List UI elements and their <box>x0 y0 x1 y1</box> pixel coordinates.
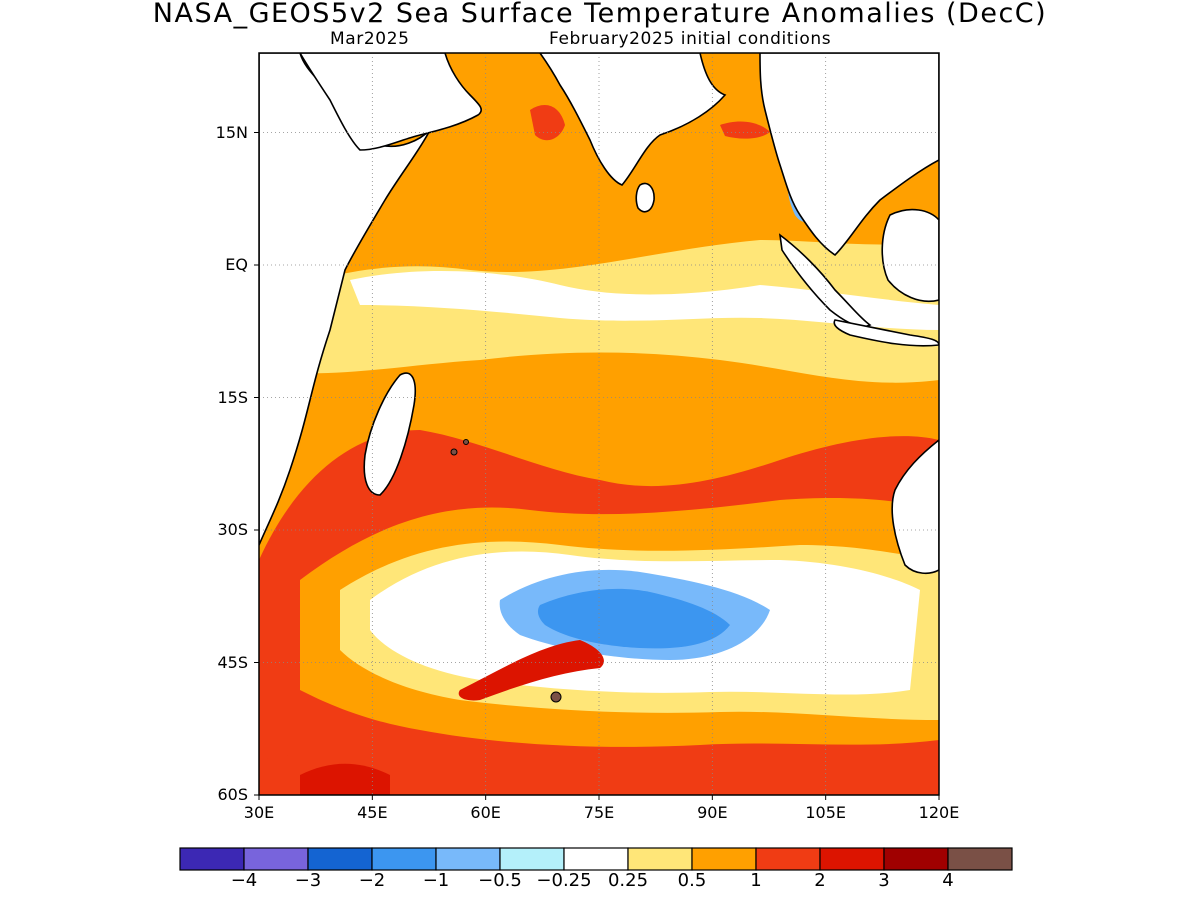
forecast-month: Mar2025 <box>330 29 410 49</box>
lat-tick-label: 15S <box>217 387 248 407</box>
landmass-sumatra <box>778 233 872 328</box>
colorbar-label: 0.25 <box>607 870 649 891</box>
lon-tick-label: 105E <box>805 803 846 822</box>
anomaly-far-south-dark <box>300 763 390 795</box>
graticule-grid <box>259 53 939 795</box>
lon-tick-label: 45E <box>357 803 388 822</box>
island-kerguelen <box>550 691 562 703</box>
colorbar-swatch <box>883 847 949 871</box>
initial-conditions-label: February2025 initial conditions <box>549 29 832 49</box>
colorbar-swatch <box>243 847 309 871</box>
colorbar <box>179 847 1013 871</box>
colorbar-swatch <box>691 847 757 871</box>
landmass-southeast-asia <box>759 53 939 257</box>
lat-tick-label: 15N <box>215 122 248 142</box>
colorbar-label: −4 <box>230 870 258 891</box>
colorbar-swatch <box>307 847 373 871</box>
lon-tick-label: 120E <box>918 803 960 822</box>
colorbar-label: −3 <box>294 870 322 891</box>
anomaly-arabian-red <box>530 105 565 141</box>
anomaly-cold-center <box>537 588 730 649</box>
colorbar-label: −2 <box>358 870 386 891</box>
lat-tick-label: 30S <box>217 520 248 539</box>
colorbar-swatch <box>947 847 1013 871</box>
lon-tick-label: 30E <box>243 803 275 822</box>
colorbar-swatch <box>819 847 885 871</box>
lat-tick-label: 60S <box>217 785 248 804</box>
lon-tick-label: 90E <box>697 803 728 822</box>
landmass-borneo <box>881 208 939 302</box>
colorbar-label: −0.5 <box>478 870 522 891</box>
anomaly-band-equatorial-white <box>350 270 939 330</box>
colorbar-label: 2 <box>814 870 826 891</box>
lon-tick-label: 75E <box>583 803 615 822</box>
colorbar-label: 1 <box>750 870 762 891</box>
island-reunion <box>463 439 469 445</box>
landmass-india <box>539 53 727 186</box>
landmass-group <box>259 53 939 575</box>
lat-tick-label: 45S <box>217 652 248 672</box>
landmass-sri-lanka <box>635 182 655 213</box>
colorbar-label: 3 <box>878 870 890 891</box>
anomaly-bay-bengal-red <box>720 121 770 139</box>
island-mauritius <box>450 448 458 456</box>
colorbar-label: 0.5 <box>677 870 707 891</box>
axis-ticks <box>254 132 940 800</box>
map-title: NASA_GEOS5v2 Sea Surface Temperature Ano… <box>152 0 1048 29</box>
colorbar-swatch <box>627 847 693 871</box>
colorbar-swatch <box>499 847 565 871</box>
landmass-madagascar <box>363 372 416 496</box>
colorbar-swatch <box>435 847 501 871</box>
landmass-australia <box>891 438 939 575</box>
colorbar-label: −0.25 <box>536 870 592 891</box>
anomaly-warm-streak <box>458 640 604 701</box>
colorbar-label: 4 <box>942 870 954 891</box>
colorbar-swatch <box>371 847 437 871</box>
lat-tick-label: EQ <box>225 255 248 274</box>
lon-tick-label: 60E <box>470 803 501 822</box>
colorbar-swatch <box>179 847 245 871</box>
colorbar-swatch <box>755 847 821 871</box>
colorbar-label: −1 <box>422 870 450 891</box>
colorbar-swatch <box>563 847 629 871</box>
landmass-arabia <box>299 53 482 151</box>
